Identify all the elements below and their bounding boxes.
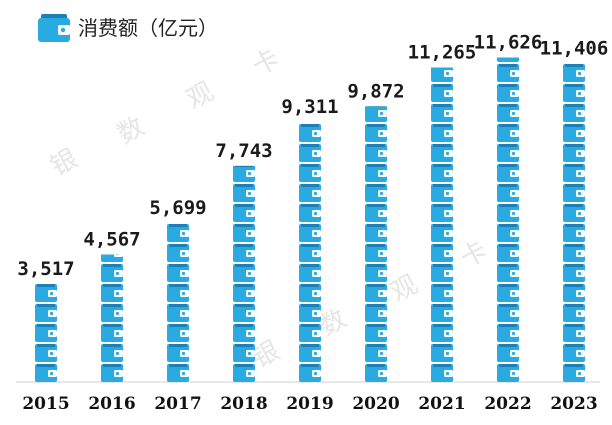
x-tick-2016: 2016 [88,394,135,414]
legend: 消费额（亿元） [38,12,218,44]
bar-2020 [365,106,387,382]
value-label-2017: 5,699 [149,197,206,219]
bar-2017 [167,224,189,382]
bar-2022 [497,57,519,382]
value-label-2020: 9,872 [347,80,404,102]
bar-2019 [299,124,321,382]
x-tick-2018: 2018 [220,394,267,414]
wallet-icon [38,14,70,42]
watermark-char: 银 [46,144,83,183]
watermark-char: 数 [113,112,150,151]
value-label-2018: 7,743 [215,140,272,162]
x-tick-2021: 2021 [418,394,465,414]
x-axis-ticks: 2015 2016 2017 2018 2019 2020 2021 2022 2023 [22,394,597,414]
bar-2015 [35,284,57,382]
watermark-char: 卡 [248,44,285,83]
watermark-char: 观 [386,270,423,309]
x-tick-2017: 2017 [154,394,201,414]
value-label-2021: 11,265 [408,42,477,64]
legend-label: 消费额（亿元） [78,16,218,40]
bar-2021 [431,67,453,382]
watermark-char: 卡 [456,236,493,275]
value-label-2015: 3,517 [17,258,74,280]
x-tick-2020: 2020 [352,394,399,414]
x-tick-2022: 2022 [484,394,531,414]
bar-2018 [233,165,255,382]
watermark-char: 观 [182,77,219,116]
value-label-2022: 11,626 [474,31,543,53]
value-label-2019: 9,311 [281,96,338,118]
bars [35,57,585,382]
x-tick-2023: 2023 [550,394,597,414]
value-label-2016: 4,567 [83,229,140,251]
bar-2023 [563,64,585,382]
value-labels: 3,517 4,567 5,699 7,743 9,311 9,87211,26511,6… [17,31,608,279]
value-label-2023: 11,406 [540,38,609,60]
x-tick-2019: 2019 [286,394,333,414]
x-tick-2015: 2015 [22,394,69,414]
